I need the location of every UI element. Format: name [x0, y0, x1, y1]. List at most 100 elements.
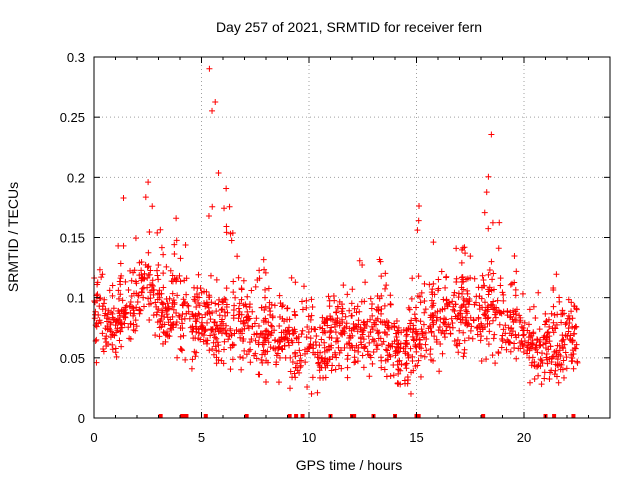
data-point	[542, 310, 549, 317]
data-point	[130, 307, 137, 314]
data-point	[115, 295, 122, 302]
gap-marker	[203, 414, 208, 418]
data-point	[215, 348, 222, 355]
data-point	[495, 245, 502, 252]
data-point	[420, 321, 427, 328]
data-point	[122, 278, 129, 285]
data-point	[495, 349, 502, 356]
data-point	[307, 316, 314, 323]
data-point	[300, 283, 307, 290]
data-point	[464, 287, 471, 294]
data-point	[527, 379, 534, 386]
data-point	[436, 368, 443, 375]
data-point	[502, 330, 509, 337]
data-point	[404, 380, 411, 387]
data-point	[572, 345, 579, 352]
grid	[94, 57, 610, 418]
data-point	[196, 294, 203, 301]
data-point	[378, 364, 385, 371]
data-point	[154, 319, 161, 326]
data-point	[516, 312, 523, 319]
data-point	[259, 331, 266, 338]
data-point	[373, 306, 380, 313]
data-point	[313, 333, 320, 340]
data-point	[332, 366, 339, 373]
data-point	[311, 325, 318, 332]
data-point	[437, 307, 444, 314]
data-point	[407, 320, 414, 327]
data-point	[451, 337, 458, 344]
data-point	[402, 348, 409, 355]
data-point	[395, 324, 402, 331]
data-point	[553, 373, 560, 380]
data-point	[253, 331, 260, 338]
data-point	[227, 325, 234, 332]
data-point	[441, 334, 448, 341]
data-point	[348, 300, 355, 307]
data-point	[530, 303, 537, 310]
data-point	[563, 365, 570, 372]
data-point	[319, 314, 326, 321]
data-point	[177, 345, 184, 352]
data-point	[138, 267, 145, 274]
data-point	[513, 268, 520, 275]
data-point	[381, 366, 388, 373]
data-point	[490, 298, 497, 305]
data-point	[237, 334, 244, 341]
data-point	[286, 331, 293, 338]
data-point	[455, 349, 462, 356]
data-point	[360, 327, 367, 334]
data-point	[209, 107, 216, 114]
data-point	[285, 328, 292, 335]
data-point	[441, 330, 448, 337]
data-point	[462, 306, 469, 313]
data-point	[444, 300, 451, 307]
data-point	[213, 276, 220, 283]
data-point	[96, 303, 103, 310]
data-point	[553, 321, 560, 328]
data-point	[109, 341, 116, 348]
data-point	[573, 341, 580, 348]
data-point	[128, 277, 135, 284]
data-point	[294, 360, 301, 367]
data-point	[329, 353, 336, 360]
data-point	[456, 310, 463, 317]
data-point	[262, 294, 269, 301]
data-point	[130, 312, 137, 319]
data-point	[354, 303, 361, 310]
data-point	[113, 353, 120, 360]
data-point	[167, 267, 174, 274]
data-point	[120, 242, 127, 249]
data-point	[171, 299, 178, 306]
data-point	[182, 242, 189, 249]
data-point	[444, 303, 451, 310]
data-point	[573, 305, 580, 312]
data-point	[431, 333, 438, 340]
data-point	[209, 203, 216, 210]
data-point	[369, 301, 376, 308]
data-point	[188, 365, 195, 372]
data-point	[224, 309, 231, 316]
data-point	[385, 319, 392, 326]
data-point	[490, 306, 497, 313]
data-point	[152, 332, 159, 339]
data-point	[353, 323, 360, 330]
data-point	[511, 340, 518, 347]
data-point	[433, 317, 440, 324]
data-point	[289, 359, 296, 366]
data-point	[393, 333, 400, 340]
data-point	[227, 230, 234, 237]
data-point	[558, 319, 565, 326]
data-point	[154, 309, 161, 316]
data-point	[281, 342, 288, 349]
data-point	[255, 339, 262, 346]
data-point	[305, 313, 312, 320]
data-point	[191, 296, 198, 303]
data-point	[163, 295, 170, 302]
data-point	[380, 338, 387, 345]
data-point	[476, 302, 483, 309]
data-point	[421, 298, 428, 305]
data-point	[117, 320, 124, 327]
data-point	[145, 179, 152, 186]
data-point	[488, 287, 495, 294]
